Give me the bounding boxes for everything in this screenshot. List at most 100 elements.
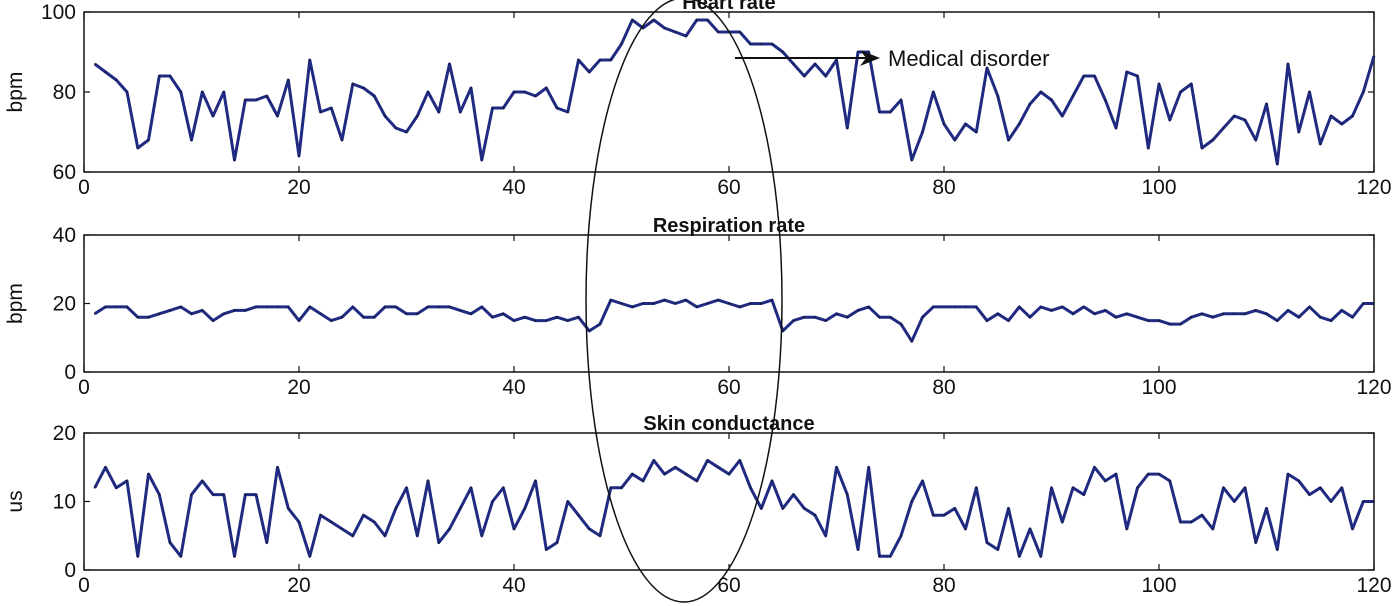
data-point (448, 306, 451, 308)
data-point (1050, 487, 1053, 489)
data-point (416, 534, 419, 537)
data-point (319, 111, 322, 113)
data-point (405, 131, 408, 133)
data-point (749, 487, 752, 489)
data-point (910, 500, 913, 503)
data-point (222, 91, 225, 93)
data-point (1233, 115, 1236, 117)
data-point (201, 309, 204, 312)
data-point (1125, 312, 1128, 315)
data-point (190, 493, 193, 496)
data-point (566, 500, 569, 503)
data-point (771, 299, 773, 301)
data-point (1308, 306, 1311, 308)
data-point (126, 480, 128, 482)
data-point (448, 63, 451, 65)
data-point (1265, 103, 1268, 105)
data-point (910, 340, 913, 342)
data-point (287, 79, 290, 81)
data-point (1330, 319, 1332, 322)
panel-1: 0 20 40 60 80 100 120 60 80 100 bpm Heart rate (4, 0, 1392, 199)
data-point (470, 487, 472, 489)
data-point (1039, 555, 1042, 558)
data-point (652, 19, 655, 21)
data-point (857, 309, 859, 312)
data-point (341, 528, 343, 530)
data-point (760, 43, 763, 45)
data-point (824, 75, 827, 77)
data-point (1072, 487, 1074, 489)
data-point (1254, 541, 1257, 544)
data-point (1362, 500, 1365, 503)
data-point (384, 306, 386, 308)
data-point (900, 323, 902, 325)
data-point (373, 521, 376, 523)
data-point (1254, 139, 1257, 141)
data-point (1362, 91, 1365, 93)
data-point (147, 473, 150, 475)
data-point (1201, 147, 1203, 149)
data-point (620, 302, 623, 305)
data-point (1276, 163, 1279, 165)
data-point (491, 316, 494, 319)
data-point (717, 466, 720, 469)
data-point (803, 507, 806, 510)
data-point (577, 59, 580, 61)
x-tick-label: 0 (78, 574, 90, 597)
data-point (620, 43, 623, 45)
y-tick-label: 0 (64, 361, 76, 384)
data-point (1147, 319, 1150, 322)
data-point (824, 534, 827, 537)
data-point (674, 31, 677, 33)
data-point (631, 306, 634, 308)
data-point (1297, 316, 1300, 319)
data-point (244, 309, 247, 312)
data-point (470, 312, 472, 315)
x-tick-label: 0 (78, 376, 90, 399)
data-point (513, 91, 515, 93)
y-tick-label: 0 (64, 559, 76, 582)
x-tick-label: 120 (1356, 574, 1391, 597)
data-point (1115, 127, 1117, 129)
y-tick-label: 20 (53, 293, 76, 316)
data-point (470, 87, 472, 89)
panel-title: Heart rate (682, 0, 775, 14)
data-point (996, 95, 999, 97)
data-point (1222, 127, 1225, 129)
data-point (867, 51, 870, 53)
data-point (341, 139, 343, 141)
data-point (760, 507, 763, 510)
data-point (523, 316, 526, 319)
data-point (179, 91, 182, 93)
data-point (932, 91, 935, 93)
data-point (889, 111, 892, 113)
data-point (609, 59, 612, 61)
data-point (298, 319, 300, 322)
data-point (1319, 487, 1322, 489)
data-point (878, 555, 881, 558)
data-point (255, 306, 257, 308)
data-point (201, 480, 204, 482)
data-point (975, 131, 978, 133)
data-point (179, 555, 182, 558)
data-point (351, 306, 354, 308)
data-point (996, 312, 999, 315)
data-point (276, 306, 279, 308)
data-point (233, 159, 236, 161)
data-point (943, 123, 945, 125)
data-point (480, 306, 483, 308)
data-point (1158, 473, 1160, 475)
series-line (93, 18, 1376, 166)
data-point (631, 473, 634, 475)
y-axis-label: us (4, 490, 27, 512)
data-point (513, 319, 515, 322)
data-point (663, 299, 666, 301)
data-point (502, 312, 505, 315)
data-point (1340, 487, 1343, 489)
data-point (663, 27, 666, 29)
data-point (631, 19, 634, 21)
data-point (792, 493, 795, 496)
data-point (319, 514, 322, 516)
data-point (437, 111, 440, 113)
data-point (179, 306, 182, 308)
